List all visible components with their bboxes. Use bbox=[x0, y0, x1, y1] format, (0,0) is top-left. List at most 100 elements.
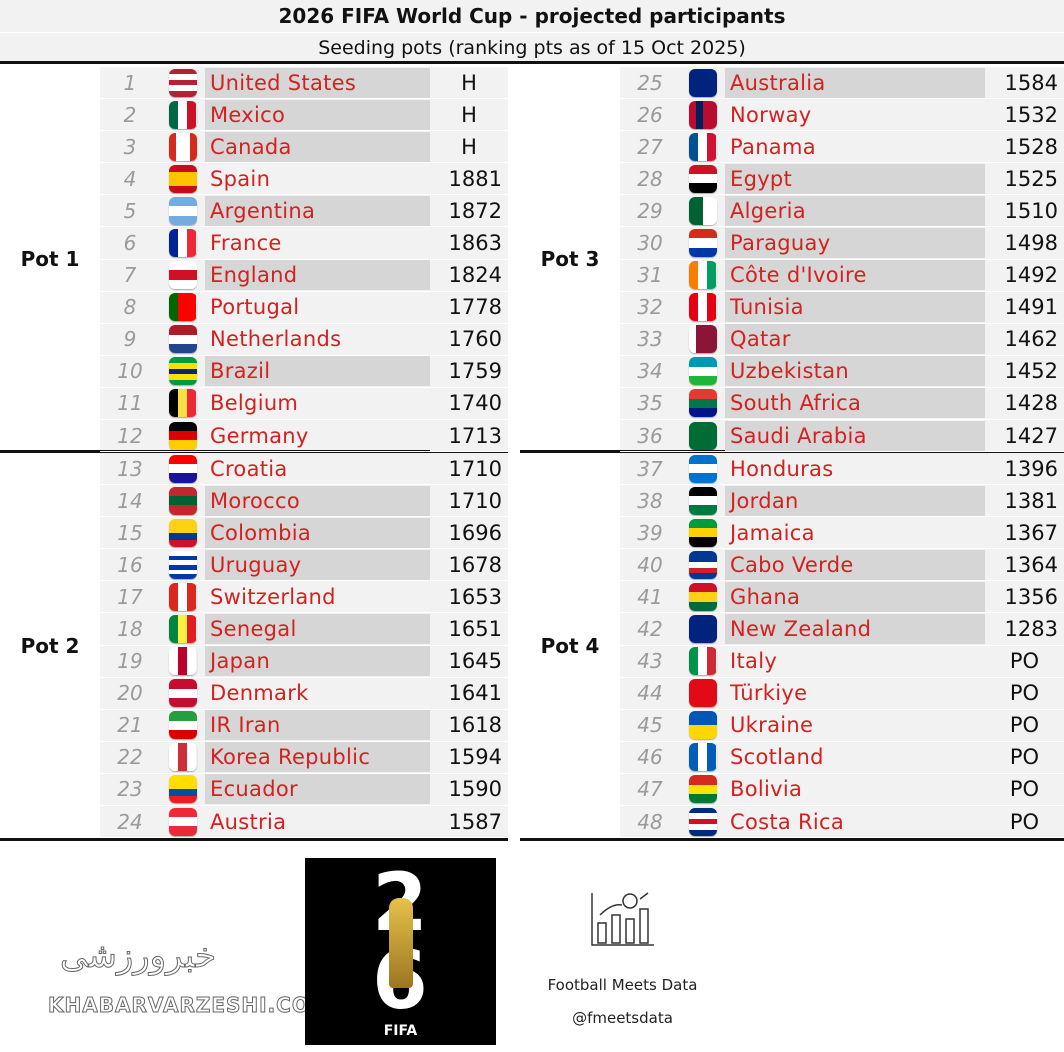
ranking-points: 1510 bbox=[985, 195, 1064, 226]
rank: 35 bbox=[637, 391, 663, 416]
ranking-points: 1587 bbox=[430, 806, 508, 837]
rank: 26 bbox=[637, 102, 663, 127]
ranking-points: 1532 bbox=[985, 99, 1064, 130]
credit-handle: @fmeetsdata bbox=[572, 1009, 673, 1027]
country-name: Côte d'Ivoire bbox=[725, 260, 985, 291]
rank: 16 bbox=[117, 552, 143, 577]
rank: 4 bbox=[123, 166, 137, 191]
ranking-points: 1863 bbox=[430, 228, 508, 259]
table-row: 30 Paraguay 1498 bbox=[620, 227, 1064, 260]
flag-icon bbox=[160, 325, 205, 354]
table-row: 26 Norway 1532 bbox=[620, 99, 1064, 132]
flag-icon bbox=[160, 518, 205, 547]
table-row: 29 Algeria 1510 bbox=[620, 195, 1064, 228]
ranking-points: 1452 bbox=[985, 356, 1064, 387]
country-name: Canada bbox=[205, 131, 430, 162]
rank: 11 bbox=[117, 391, 143, 416]
table-row: 42 New Zealand 1283 bbox=[620, 613, 1064, 646]
flag-icon bbox=[680, 100, 725, 129]
table-row: 9 Netherlands 1760 bbox=[100, 324, 508, 356]
flag-icon bbox=[680, 807, 725, 836]
rank: 15 bbox=[117, 520, 143, 545]
table-row: 7 England 1824 bbox=[100, 260, 508, 292]
ranking-points: 1651 bbox=[430, 614, 508, 645]
flag-icon bbox=[680, 196, 725, 225]
footer: خبرورزشی KHABARVARZESHI.COM 2 6 FIFA Foo… bbox=[0, 841, 1064, 1052]
table-row: 3 Canada H bbox=[100, 131, 508, 164]
table-row: 48 Costa Rica PO bbox=[620, 806, 1064, 839]
country-name: Uruguay bbox=[205, 549, 430, 580]
table-row: 24 Austria 1587 bbox=[100, 806, 508, 839]
rank: 29 bbox=[637, 198, 663, 223]
flag-icon bbox=[680, 454, 725, 483]
country-name: Mexico bbox=[205, 99, 430, 130]
table-row: 10 Brazil 1759 bbox=[100, 356, 508, 388]
flag-icon bbox=[680, 550, 725, 579]
pot-3: Pot 3 25 Australia 1584 26 Norway 1532 27 Panama… bbox=[520, 67, 1064, 453]
ranking-points: 1356 bbox=[985, 581, 1064, 612]
rank: 19 bbox=[117, 649, 143, 674]
rank: 14 bbox=[117, 488, 143, 513]
table-row: 17 Switzerland 1653 bbox=[100, 581, 508, 614]
table-row: 14 Morocco 1710 bbox=[100, 485, 508, 518]
ranking-points: 1462 bbox=[985, 324, 1064, 355]
pot-4: Pot 4 37 Honduras 1396 38 Jordan 1381 39 Jamaica… bbox=[520, 453, 1064, 841]
ranking-points: 1594 bbox=[430, 742, 508, 773]
ranking-points: 1645 bbox=[430, 646, 508, 677]
country-name: England bbox=[205, 260, 430, 291]
ranking-points: 1428 bbox=[985, 388, 1064, 419]
table-row: 46 Scotland PO bbox=[620, 742, 1064, 774]
ranking-points: 1710 bbox=[430, 453, 508, 484]
rank: 34 bbox=[637, 359, 663, 384]
flag-icon bbox=[160, 486, 205, 515]
rank: 45 bbox=[637, 713, 663, 738]
rank: 46 bbox=[637, 745, 663, 770]
flag-icon bbox=[160, 68, 205, 97]
country-name: Ecuador bbox=[205, 774, 430, 805]
pot-label: Pot 2 bbox=[0, 453, 100, 838]
country-name: Germany bbox=[210, 423, 309, 448]
table-row: 23 Ecuador 1590 bbox=[100, 774, 508, 807]
country-name: Paraguay bbox=[725, 228, 985, 259]
ranking-points: 1364 bbox=[985, 549, 1064, 580]
page-subtitle: Seeding pots (ranking pts as of 15 Oct 2… bbox=[0, 33, 1064, 64]
country-name: Ghana bbox=[725, 581, 985, 612]
rank: 37 bbox=[637, 456, 663, 481]
world-cup-2026-logo: 2 6 FIFA bbox=[305, 858, 496, 1045]
flag-icon bbox=[160, 775, 205, 804]
ranking-points: 1584 bbox=[985, 67, 1064, 98]
flag-icon bbox=[680, 679, 725, 708]
rank: 48 bbox=[637, 809, 663, 834]
table-row: 20 Denmark 1641 bbox=[100, 678, 508, 710]
table-row: 34 Uzbekistan 1452 bbox=[620, 356, 1064, 388]
ranking-points: H bbox=[430, 131, 508, 162]
table-row: 19 Japan 1645 bbox=[100, 646, 508, 678]
country-name: Spain bbox=[210, 166, 271, 191]
flag-icon bbox=[160, 550, 205, 579]
table-row: 16 Uruguay 1678 bbox=[100, 549, 508, 582]
rank: 33 bbox=[637, 327, 663, 352]
rank: 39 bbox=[637, 520, 663, 545]
ranking-points: 1653 bbox=[430, 581, 508, 612]
country-name: Brazil bbox=[205, 356, 430, 387]
flag-icon bbox=[160, 261, 205, 290]
flag-icon bbox=[160, 229, 205, 258]
flag-icon bbox=[680, 389, 725, 418]
country-name: Norway bbox=[730, 102, 812, 127]
rank: 3 bbox=[123, 134, 137, 159]
flag-icon bbox=[160, 164, 205, 193]
rank: 7 bbox=[123, 263, 137, 288]
table-row: 39 Jamaica 1367 bbox=[620, 517, 1064, 550]
rank: 47 bbox=[637, 777, 663, 802]
ranking-points: 1618 bbox=[430, 710, 508, 741]
ranking-points: 1824 bbox=[430, 260, 508, 291]
ranking-points: PO bbox=[985, 774, 1064, 805]
ranking-points: 1759 bbox=[430, 356, 508, 387]
rank: 32 bbox=[637, 295, 663, 320]
country-name: Italy bbox=[730, 649, 778, 674]
country-name: Denmark bbox=[210, 681, 309, 706]
table-row: 31 Côte d'Ivoire 1492 bbox=[620, 260, 1064, 292]
country-name: Costa Rica bbox=[730, 809, 845, 834]
flag-icon bbox=[680, 775, 725, 804]
rank: 20 bbox=[117, 681, 143, 706]
